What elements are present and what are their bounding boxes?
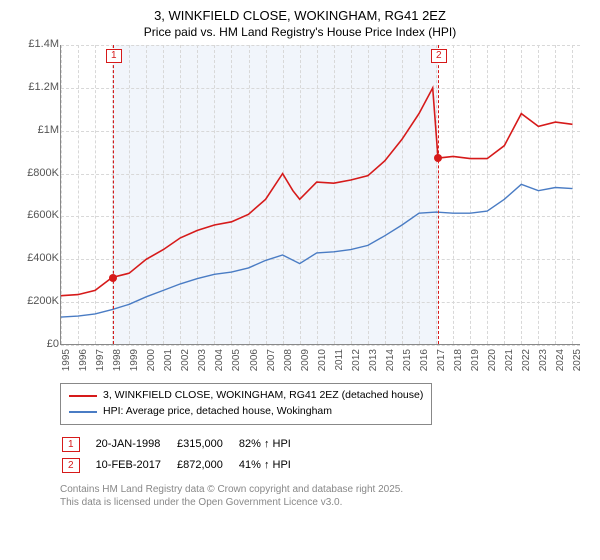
x-axis-label: 2022 (521, 349, 532, 379)
y-axis-label: £600K (17, 209, 59, 221)
x-axis-label: 2019 (470, 349, 481, 379)
x-axis-label: 2001 (163, 349, 174, 379)
legend-row: 3, WINKFIELD CLOSE, WOKINGHAM, RG41 2EZ … (69, 388, 423, 404)
x-axis-label: 1997 (95, 349, 106, 379)
event-delta: 41% ↑ HPI (239, 456, 305, 475)
x-axis-label: 1995 (61, 349, 72, 379)
x-axis-label: 2012 (351, 349, 362, 379)
x-axis-label: 2016 (419, 349, 430, 379)
x-axis-label: 2005 (231, 349, 242, 379)
legend: 3, WINKFIELD CLOSE, WOKINGHAM, RG41 2EZ … (60, 383, 432, 425)
chart-subtitle: Price paid vs. HM Land Registry's House … (14, 25, 586, 39)
event-marker-2 (434, 154, 442, 162)
series-property (61, 88, 573, 296)
y-axis-label: £0 (17, 338, 59, 350)
x-axis-label: 2011 (334, 349, 345, 379)
series-hpi (61, 184, 573, 317)
y-axis-label: £1.2M (17, 81, 59, 93)
event-marker-1 (109, 274, 117, 282)
event-price: £872,000 (177, 456, 237, 475)
chart-container: 3, WINKFIELD CLOSE, WOKINGHAM, RG41 2EZ … (0, 0, 600, 560)
x-axis-label: 2003 (197, 349, 208, 379)
x-axis-label: 2020 (487, 349, 498, 379)
series-svg (61, 45, 581, 345)
events-table: 1 20-JAN-1998£315,00082% ↑ HPI 2 10-FEB-201… (60, 433, 307, 477)
x-axis-label: 2025 (572, 349, 583, 379)
x-axis-label: 2004 (214, 349, 225, 379)
y-axis-label: £1.4M (17, 38, 59, 50)
x-axis-label: 2018 (453, 349, 464, 379)
y-axis-label: £200K (17, 295, 59, 307)
footnote-line-2: This data is licensed under the Open Gov… (60, 496, 586, 509)
footnote: Contains HM Land Registry data © Crown c… (60, 483, 586, 509)
chart-area: £0£200K£400K£600K£800K£1M£1.2M£1.4M19951… (14, 45, 586, 345)
x-axis-label: 1998 (112, 349, 123, 379)
x-axis-label: 2010 (317, 349, 328, 379)
x-axis-label: 2023 (538, 349, 549, 379)
event-line-2 (438, 45, 439, 344)
x-axis-label: 2013 (368, 349, 379, 379)
x-axis-label: 2014 (385, 349, 396, 379)
y-axis-label: £800K (17, 167, 59, 179)
x-axis-label: 2021 (504, 349, 515, 379)
x-axis-label: 2000 (146, 349, 157, 379)
legend-swatch (69, 395, 97, 397)
legend-row: HPI: Average price, detached house, Woki… (69, 404, 423, 420)
x-axis-label: 2002 (180, 349, 191, 379)
gridline-horizontal (61, 345, 580, 346)
plot-area: £0£200K£400K£600K£800K£1M£1.2M£1.4M19951… (60, 45, 580, 345)
event-box-1: 1 (106, 49, 122, 63)
legend-swatch (69, 411, 97, 413)
event-date: 20-JAN-1998 (96, 435, 175, 454)
x-axis-label: 2007 (266, 349, 277, 379)
event-box-2: 2 (431, 49, 447, 63)
legend-label: HPI: Average price, detached house, Woki… (103, 404, 332, 420)
x-axis-label: 1996 (78, 349, 89, 379)
x-axis-label: 2009 (300, 349, 311, 379)
y-axis-label: £400K (17, 252, 59, 264)
x-axis-label: 2015 (402, 349, 413, 379)
event-price: £315,000 (177, 435, 237, 454)
x-axis-label: 1999 (129, 349, 140, 379)
event-number-box: 2 (62, 458, 80, 473)
footnote-line-1: Contains HM Land Registry data © Crown c… (60, 483, 586, 496)
x-axis-label: 2006 (249, 349, 260, 379)
x-axis-label: 2024 (555, 349, 566, 379)
y-axis-label: £1M (17, 124, 59, 136)
event-row: 2 10-FEB-2017£872,00041% ↑ HPI (62, 456, 305, 475)
event-delta: 82% ↑ HPI (239, 435, 305, 454)
x-axis-label: 2008 (283, 349, 294, 379)
event-date: 10-FEB-2017 (96, 456, 175, 475)
event-number-box: 1 (62, 437, 80, 452)
event-row: 1 20-JAN-1998£315,00082% ↑ HPI (62, 435, 305, 454)
event-line-1 (113, 45, 114, 344)
legend-label: 3, WINKFIELD CLOSE, WOKINGHAM, RG41 2EZ … (103, 388, 423, 404)
x-axis-label: 2017 (436, 349, 447, 379)
chart-title: 3, WINKFIELD CLOSE, WOKINGHAM, RG41 2EZ (14, 8, 586, 23)
